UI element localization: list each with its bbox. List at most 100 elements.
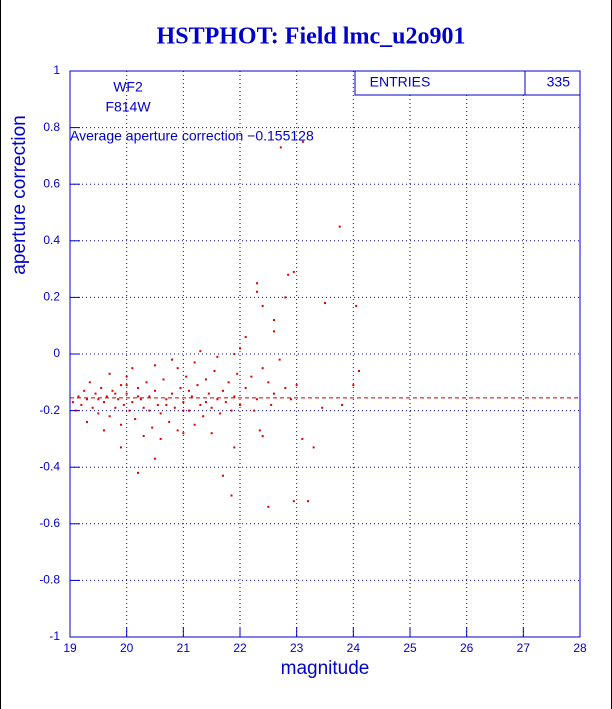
point (185, 375, 188, 378)
y-tick-label: 0.8 (43, 120, 60, 134)
point (188, 409, 190, 412)
point (324, 302, 326, 305)
y-tick-label: -0.2 (39, 403, 60, 417)
y-tick-label: 0 (53, 346, 60, 360)
point (239, 347, 241, 350)
point (88, 381, 91, 384)
y-axis-label: aperture correction (9, 115, 30, 274)
point (222, 389, 224, 392)
point (117, 398, 120, 401)
point (256, 398, 258, 401)
point (233, 353, 236, 355)
point (80, 403, 83, 406)
point (312, 446, 315, 449)
point (165, 403, 168, 406)
point (193, 361, 196, 364)
point (108, 415, 111, 418)
point (148, 409, 151, 412)
point (120, 384, 122, 387)
annotation: F814W (105, 99, 151, 115)
point (131, 401, 134, 404)
y-tick-label: -0.4 (39, 459, 60, 473)
point (253, 409, 256, 412)
x-tick-label: 26 (460, 641, 474, 655)
point (273, 330, 275, 333)
point (145, 381, 148, 384)
point (244, 336, 247, 339)
point (219, 412, 222, 415)
x-tick-label: 28 (573, 641, 587, 655)
point (182, 432, 185, 435)
point (352, 384, 355, 387)
point (159, 412, 162, 415)
point (258, 429, 261, 432)
point (295, 384, 298, 387)
point (261, 435, 264, 438)
point (94, 392, 97, 395)
point (301, 437, 304, 440)
x-axis-label: magnitude (281, 658, 370, 679)
point (202, 415, 205, 418)
point (134, 418, 137, 421)
point (83, 389, 86, 392)
point (91, 406, 94, 409)
x-tick-label: 24 (347, 641, 361, 655)
point (131, 367, 134, 370)
plot-frame (69, 70, 581, 638)
point (273, 319, 275, 322)
x-tick-label: 20 (120, 641, 134, 655)
point (137, 471, 139, 474)
point (125, 384, 128, 387)
point (114, 406, 117, 409)
point (125, 375, 128, 378)
point (165, 398, 168, 401)
point (137, 386, 139, 389)
point (210, 432, 213, 435)
point (122, 403, 125, 406)
stats-box (354, 70, 581, 96)
point (111, 389, 114, 392)
point (162, 378, 165, 381)
point (196, 384, 199, 387)
point (159, 437, 162, 440)
point (193, 423, 196, 426)
point (74, 409, 77, 412)
point (188, 389, 190, 392)
point (148, 395, 151, 398)
point (97, 412, 100, 415)
point (182, 401, 185, 404)
point (307, 500, 309, 503)
point (222, 474, 224, 477)
point (270, 403, 273, 406)
point (120, 446, 122, 449)
stats-value: 335 (547, 74, 571, 90)
y-tick-label: -0.8 (39, 573, 60, 587)
point (171, 358, 173, 361)
point (108, 372, 111, 375)
point (338, 225, 341, 228)
point (261, 367, 264, 370)
point (173, 406, 176, 409)
point (205, 401, 207, 404)
point (287, 273, 290, 276)
x-tick-label: 23 (290, 641, 304, 655)
point (256, 290, 258, 293)
point (216, 355, 219, 358)
point (154, 389, 156, 392)
point (86, 420, 88, 423)
point (273, 392, 275, 395)
point (205, 378, 207, 381)
chart-title: HSTPHOT: Field lmc_u2o901 (157, 24, 466, 50)
point (86, 398, 88, 401)
point (279, 146, 282, 149)
point (244, 386, 247, 389)
point (210, 406, 213, 409)
point (267, 381, 270, 384)
point (156, 403, 159, 406)
point (139, 398, 142, 401)
point (250, 375, 253, 378)
x-tick-label: 22 (233, 641, 247, 655)
point (239, 403, 241, 406)
point (292, 270, 295, 273)
